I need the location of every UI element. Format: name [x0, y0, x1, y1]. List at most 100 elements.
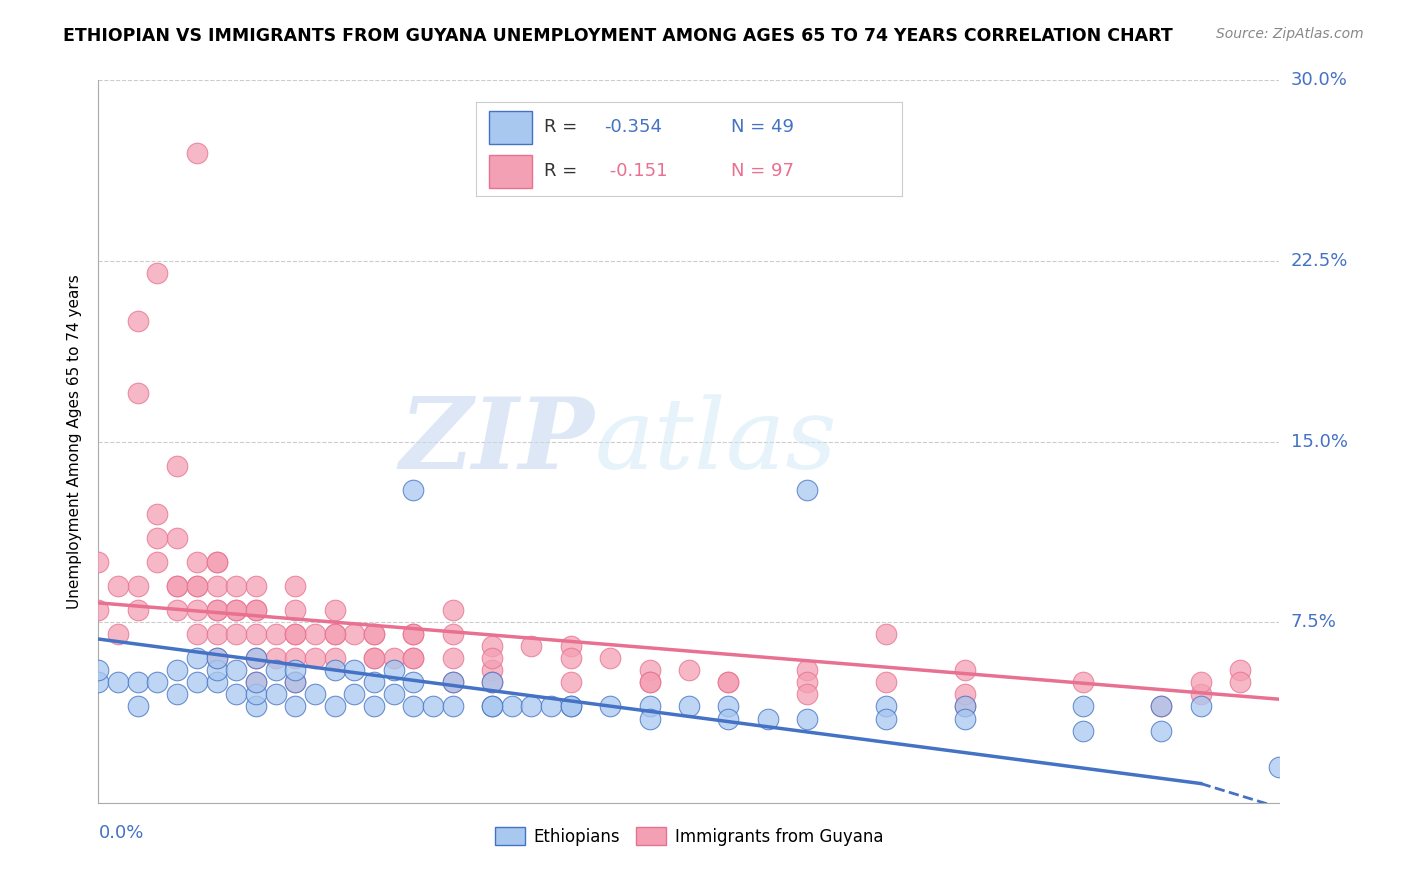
- Point: [323, 627, 346, 641]
- Point: [1150, 699, 1173, 714]
- Point: [87, 664, 110, 678]
- Point: [245, 603, 267, 617]
- Point: [422, 699, 444, 714]
- Point: [225, 603, 247, 617]
- Point: [540, 699, 562, 714]
- Point: [560, 639, 582, 653]
- Point: [520, 699, 543, 714]
- Point: [284, 627, 307, 641]
- Point: [323, 664, 346, 678]
- Point: [225, 664, 247, 678]
- Point: [186, 555, 208, 569]
- Point: [127, 699, 149, 714]
- Point: [796, 483, 818, 497]
- Point: [363, 651, 385, 665]
- Point: [166, 579, 188, 593]
- Point: [875, 627, 897, 641]
- Point: [245, 579, 267, 593]
- Point: [363, 627, 385, 641]
- Point: [166, 531, 188, 545]
- Point: [1189, 675, 1212, 690]
- Point: [304, 627, 326, 641]
- Point: [560, 699, 582, 714]
- Point: [186, 145, 208, 160]
- Point: [245, 627, 267, 641]
- Point: [304, 687, 326, 701]
- Point: [638, 675, 661, 690]
- Text: 7.5%: 7.5%: [1291, 613, 1337, 632]
- Point: [678, 664, 700, 678]
- Point: [1071, 699, 1094, 714]
- Point: [264, 687, 287, 701]
- Point: [717, 675, 740, 690]
- Point: [953, 664, 976, 678]
- Point: [284, 579, 307, 593]
- Point: [146, 507, 169, 521]
- Point: [245, 699, 267, 714]
- Point: [560, 651, 582, 665]
- Point: [205, 651, 228, 665]
- Point: [953, 699, 976, 714]
- Point: [382, 651, 405, 665]
- Point: [87, 603, 110, 617]
- Point: [245, 651, 267, 665]
- Point: [678, 699, 700, 714]
- Point: [481, 699, 503, 714]
- Point: [1229, 675, 1251, 690]
- Point: [638, 675, 661, 690]
- Point: [481, 651, 503, 665]
- Point: [363, 651, 385, 665]
- Legend: Ethiopians, Immigrants from Guyana: Ethiopians, Immigrants from Guyana: [488, 821, 890, 852]
- Point: [146, 266, 169, 280]
- Point: [205, 603, 228, 617]
- Point: [382, 664, 405, 678]
- Point: [87, 675, 110, 690]
- Point: [481, 664, 503, 678]
- Point: [107, 627, 129, 641]
- Point: [1189, 687, 1212, 701]
- Point: [205, 651, 228, 665]
- Text: 15.0%: 15.0%: [1291, 433, 1347, 450]
- Point: [264, 627, 287, 641]
- Point: [402, 651, 425, 665]
- Point: [481, 699, 503, 714]
- Text: ZIP: ZIP: [399, 393, 595, 490]
- Point: [225, 603, 247, 617]
- Point: [186, 579, 208, 593]
- Point: [127, 603, 149, 617]
- Point: [638, 664, 661, 678]
- Point: [441, 651, 464, 665]
- Point: [264, 664, 287, 678]
- Point: [796, 712, 818, 726]
- Point: [166, 458, 188, 473]
- Point: [402, 675, 425, 690]
- Point: [599, 651, 621, 665]
- Text: 30.0%: 30.0%: [1291, 71, 1347, 89]
- Point: [127, 386, 149, 401]
- Point: [520, 639, 543, 653]
- Point: [146, 555, 169, 569]
- Text: atlas: atlas: [595, 394, 837, 489]
- Point: [245, 675, 267, 690]
- Point: [323, 627, 346, 641]
- Point: [796, 664, 818, 678]
- Point: [402, 651, 425, 665]
- Text: ETHIOPIAN VS IMMIGRANTS FROM GUYANA UNEMPLOYMENT AMONG AGES 65 TO 74 YEARS CORRE: ETHIOPIAN VS IMMIGRANTS FROM GUYANA UNEM…: [63, 27, 1173, 45]
- Point: [599, 699, 621, 714]
- Point: [441, 627, 464, 641]
- Point: [205, 579, 228, 593]
- Point: [284, 664, 307, 678]
- Point: [717, 675, 740, 690]
- Point: [186, 675, 208, 690]
- Point: [953, 699, 976, 714]
- Point: [796, 675, 818, 690]
- Point: [304, 651, 326, 665]
- Point: [127, 314, 149, 328]
- Point: [1268, 760, 1291, 774]
- Point: [107, 675, 129, 690]
- Point: [343, 664, 366, 678]
- Point: [560, 699, 582, 714]
- Point: [481, 675, 503, 690]
- Point: [186, 603, 208, 617]
- Point: [481, 639, 503, 653]
